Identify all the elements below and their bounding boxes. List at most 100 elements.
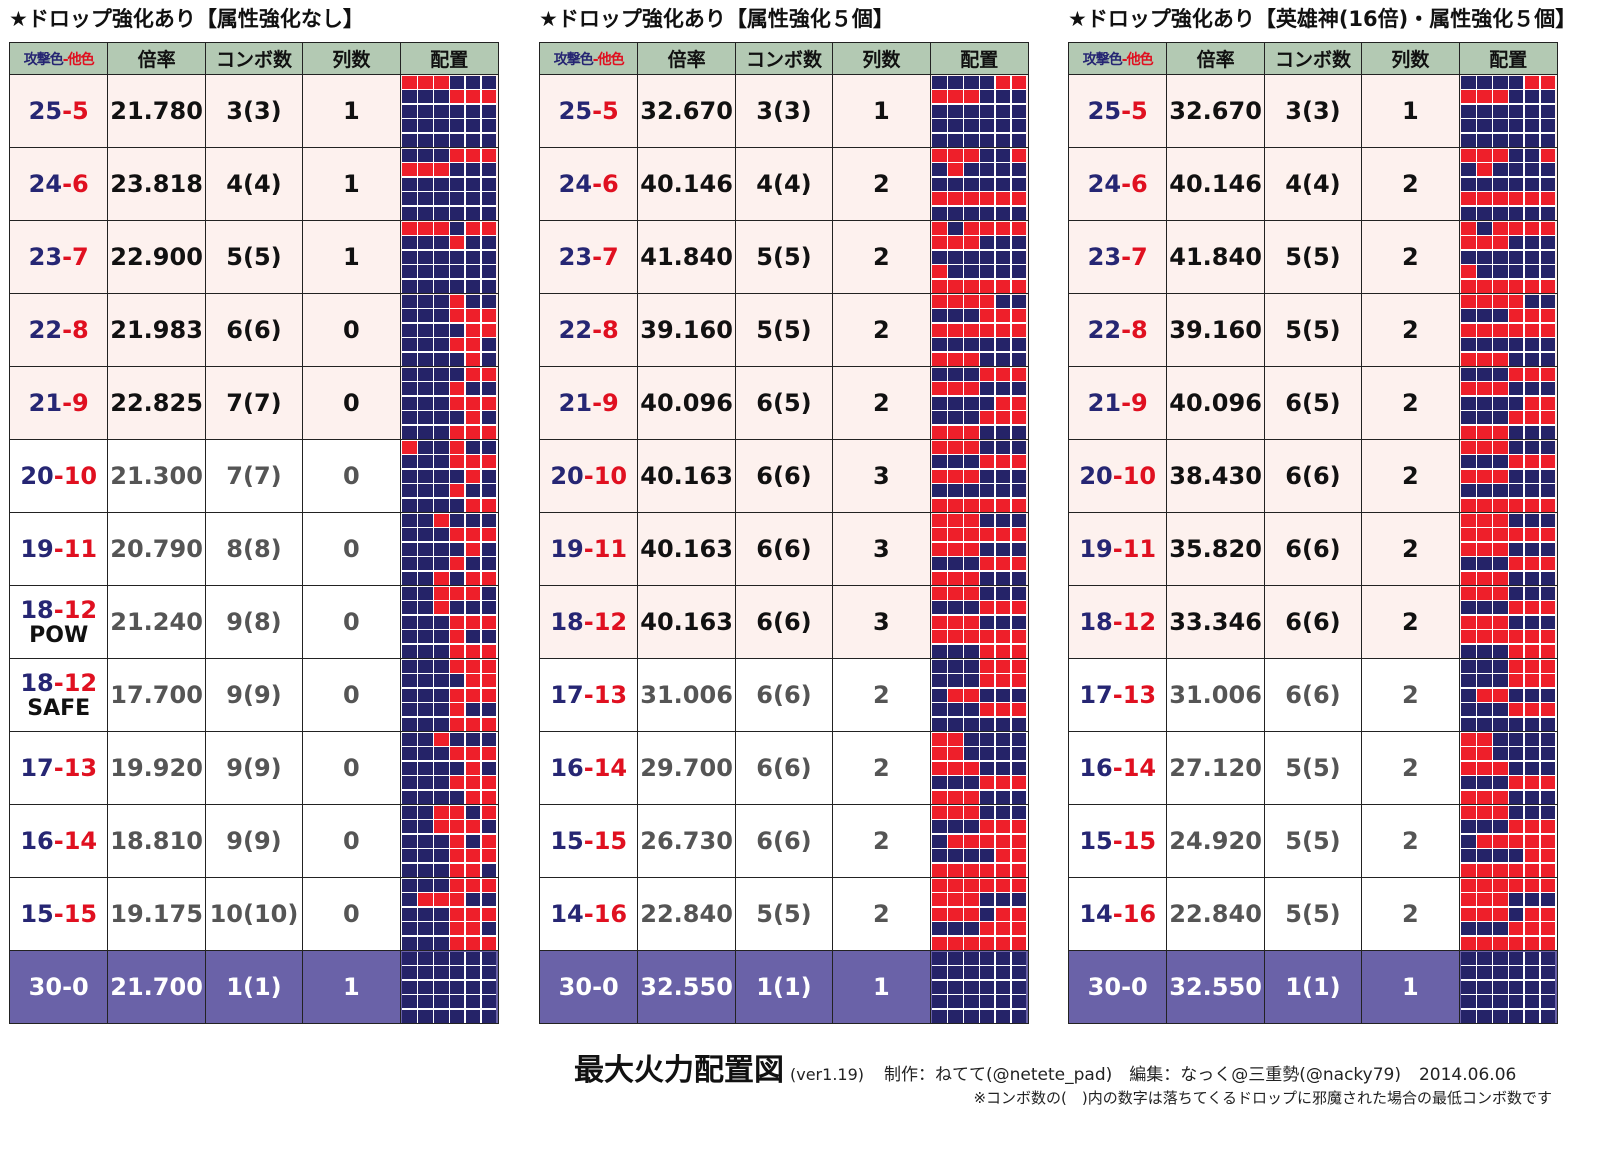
orb-cell (980, 542, 995, 556)
orb-cell (1461, 484, 1476, 497)
orb-cell (1493, 469, 1508, 483)
orb-cell (1509, 309, 1524, 322)
orb-cell (465, 571, 481, 585)
orb-cell (1493, 995, 1508, 1008)
orb-cell (450, 469, 465, 483)
orb-cell (481, 951, 497, 965)
orb-cell (1493, 790, 1508, 804)
orb-cell (1461, 323, 1476, 337)
orb-cell (402, 834, 417, 848)
orb-board (402, 805, 497, 877)
board-cell (1458, 950, 1559, 1024)
orb-cell (434, 90, 449, 103)
orb-cell (450, 279, 465, 293)
orb-cell (964, 615, 979, 629)
orb-cell (980, 659, 995, 673)
cols-cell: 2 (832, 293, 931, 367)
ratio-cell: 27.120 (1166, 731, 1265, 805)
orb-cell (434, 177, 449, 191)
board-cell (399, 877, 500, 951)
orb-cell (434, 338, 449, 351)
orb-cell (481, 148, 497, 162)
orb-cell (995, 177, 1011, 191)
orb-cell (1011, 674, 1027, 687)
orb-cell (1540, 615, 1556, 629)
orb-cell (964, 820, 979, 833)
board-cell (1458, 512, 1559, 586)
orb-cell (1011, 849, 1027, 862)
board-cell (929, 293, 1030, 367)
orb-cell (1509, 425, 1524, 439)
orb-cell (1477, 469, 1492, 483)
orb-cell (995, 571, 1011, 585)
orb-cell (402, 338, 417, 351)
orb-cell (1011, 630, 1027, 643)
orb-cell (1461, 542, 1476, 556)
orb-cell (1477, 659, 1492, 673)
orb-cell (481, 805, 497, 819)
orb-board (932, 659, 1027, 731)
combo-cell: 6(6) (734, 439, 834, 513)
color-split: 18-12 (1067, 585, 1168, 659)
combo-cell: 1(1) (1263, 950, 1363, 1024)
orb-cell (418, 776, 433, 789)
orb-cell (402, 717, 417, 731)
orb-cell (995, 790, 1011, 804)
orb-cell (980, 294, 995, 308)
orb-cell (465, 761, 481, 775)
orb-cell (465, 163, 481, 176)
orb-cell (948, 513, 963, 527)
orb-cell (1509, 279, 1524, 293)
orb-cell (948, 119, 963, 132)
orb-board (402, 513, 497, 585)
orb-cell (1493, 893, 1508, 906)
orb-cell (948, 528, 963, 541)
orb-cell (1509, 265, 1524, 278)
orb-cell (980, 513, 995, 527)
orb-cell (1540, 411, 1556, 424)
ratio-cell: 39.160 (637, 293, 736, 367)
orb-cell (1011, 148, 1027, 162)
header-combo: コンボ数 (1263, 42, 1363, 75)
orb-cell (434, 834, 449, 848)
orb-cell (1509, 601, 1524, 614)
orb-cell (1524, 455, 1540, 468)
cols-cell: 2 (1361, 658, 1460, 732)
orb-cell (450, 747, 465, 760)
cols-cell: 2 (832, 366, 931, 440)
orb-cell (948, 163, 963, 176)
orb-cell (980, 469, 995, 483)
orb-cell (932, 221, 947, 235)
header-cols: 列数 (832, 42, 931, 75)
orb-cell (1524, 790, 1540, 804)
orb-cell (450, 133, 465, 147)
orb-cell (1524, 820, 1540, 833)
orb-cell (1477, 571, 1492, 585)
orb-cell (1524, 498, 1540, 512)
orb-cell (1493, 513, 1508, 527)
orb-cell (948, 309, 963, 322)
orb-cell (980, 630, 995, 643)
table-row: 20-10 40.163 6(6) 3 (538, 439, 1030, 513)
board-cell (929, 731, 1030, 805)
orb-cell (1493, 206, 1508, 220)
orb-cell (932, 382, 947, 395)
orb-cell (418, 688, 433, 702)
orb-cell (481, 206, 497, 220)
orb-cell (1477, 513, 1492, 527)
board-cell (399, 293, 500, 367)
orb-cell (1477, 936, 1492, 950)
table-row: 18-12 40.163 6(6) 3 (538, 585, 1030, 659)
orb-cell (402, 995, 417, 1008)
orb-cell (980, 601, 995, 614)
orb-cell (1524, 732, 1540, 746)
orb-cell (402, 513, 417, 527)
orb-board (1461, 805, 1556, 877)
orb-cell (1477, 542, 1492, 556)
orb-cell (1540, 265, 1556, 278)
combo-cell: 5(5) (1263, 804, 1363, 878)
orb-cell (980, 192, 995, 205)
orb-cell (1461, 440, 1476, 454)
orb-cell (465, 820, 481, 833)
orb-cell (481, 411, 497, 424)
